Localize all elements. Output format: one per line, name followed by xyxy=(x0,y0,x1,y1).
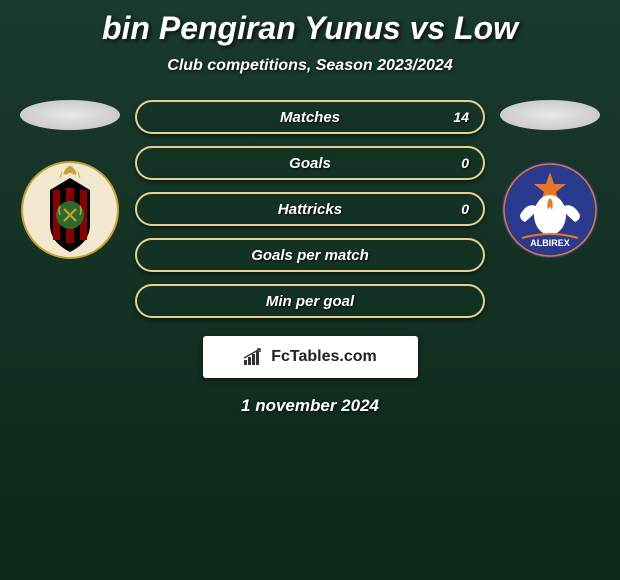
stat-row-goals-per-match: Goals per match xyxy=(135,238,485,272)
left-player-photo xyxy=(20,100,120,130)
page-title: bin Pengiran Yunus vs Low xyxy=(0,10,620,47)
stat-label: Goals per match xyxy=(251,247,369,264)
dpmm-badge-icon xyxy=(20,160,120,260)
right-player-column: ALBIREX xyxy=(495,100,605,260)
albirex-badge-icon: ALBIREX xyxy=(500,155,600,265)
left-club-badge xyxy=(20,160,120,260)
stat-right-value: 14 xyxy=(453,109,469,125)
stat-label: Matches xyxy=(280,109,340,126)
left-player-column xyxy=(15,100,125,260)
stat-row-matches: Matches 14 xyxy=(135,100,485,134)
bar-chart-icon xyxy=(243,348,265,366)
stat-label: Min per goal xyxy=(266,293,354,310)
stat-right-value: 0 xyxy=(461,201,469,217)
footer-attribution: FcTables.com xyxy=(203,336,418,378)
stat-label: Hattricks xyxy=(278,201,342,218)
footer-label: FcTables.com xyxy=(271,348,377,366)
right-club-badge: ALBIREX xyxy=(500,160,600,260)
date-line: 1 november 2024 xyxy=(0,396,620,416)
infographic-container: bin Pengiran Yunus vs Low Club competiti… xyxy=(0,0,620,416)
stat-row-hattricks: Hattricks 0 xyxy=(135,192,485,226)
stat-row-min-per-goal: Min per goal xyxy=(135,284,485,318)
right-player-photo xyxy=(500,100,600,130)
stat-label: Goals xyxy=(289,155,331,172)
main-row: Matches 14 Goals 0 Hattricks 0 Goals per… xyxy=(0,100,620,318)
svg-text:ALBIREX: ALBIREX xyxy=(530,238,570,248)
stat-row-goals: Goals 0 xyxy=(135,146,485,180)
subtitle: Club competitions, Season 2023/2024 xyxy=(0,57,620,75)
stats-column: Matches 14 Goals 0 Hattricks 0 Goals per… xyxy=(135,100,485,318)
stat-right-value: 0 xyxy=(461,155,469,171)
